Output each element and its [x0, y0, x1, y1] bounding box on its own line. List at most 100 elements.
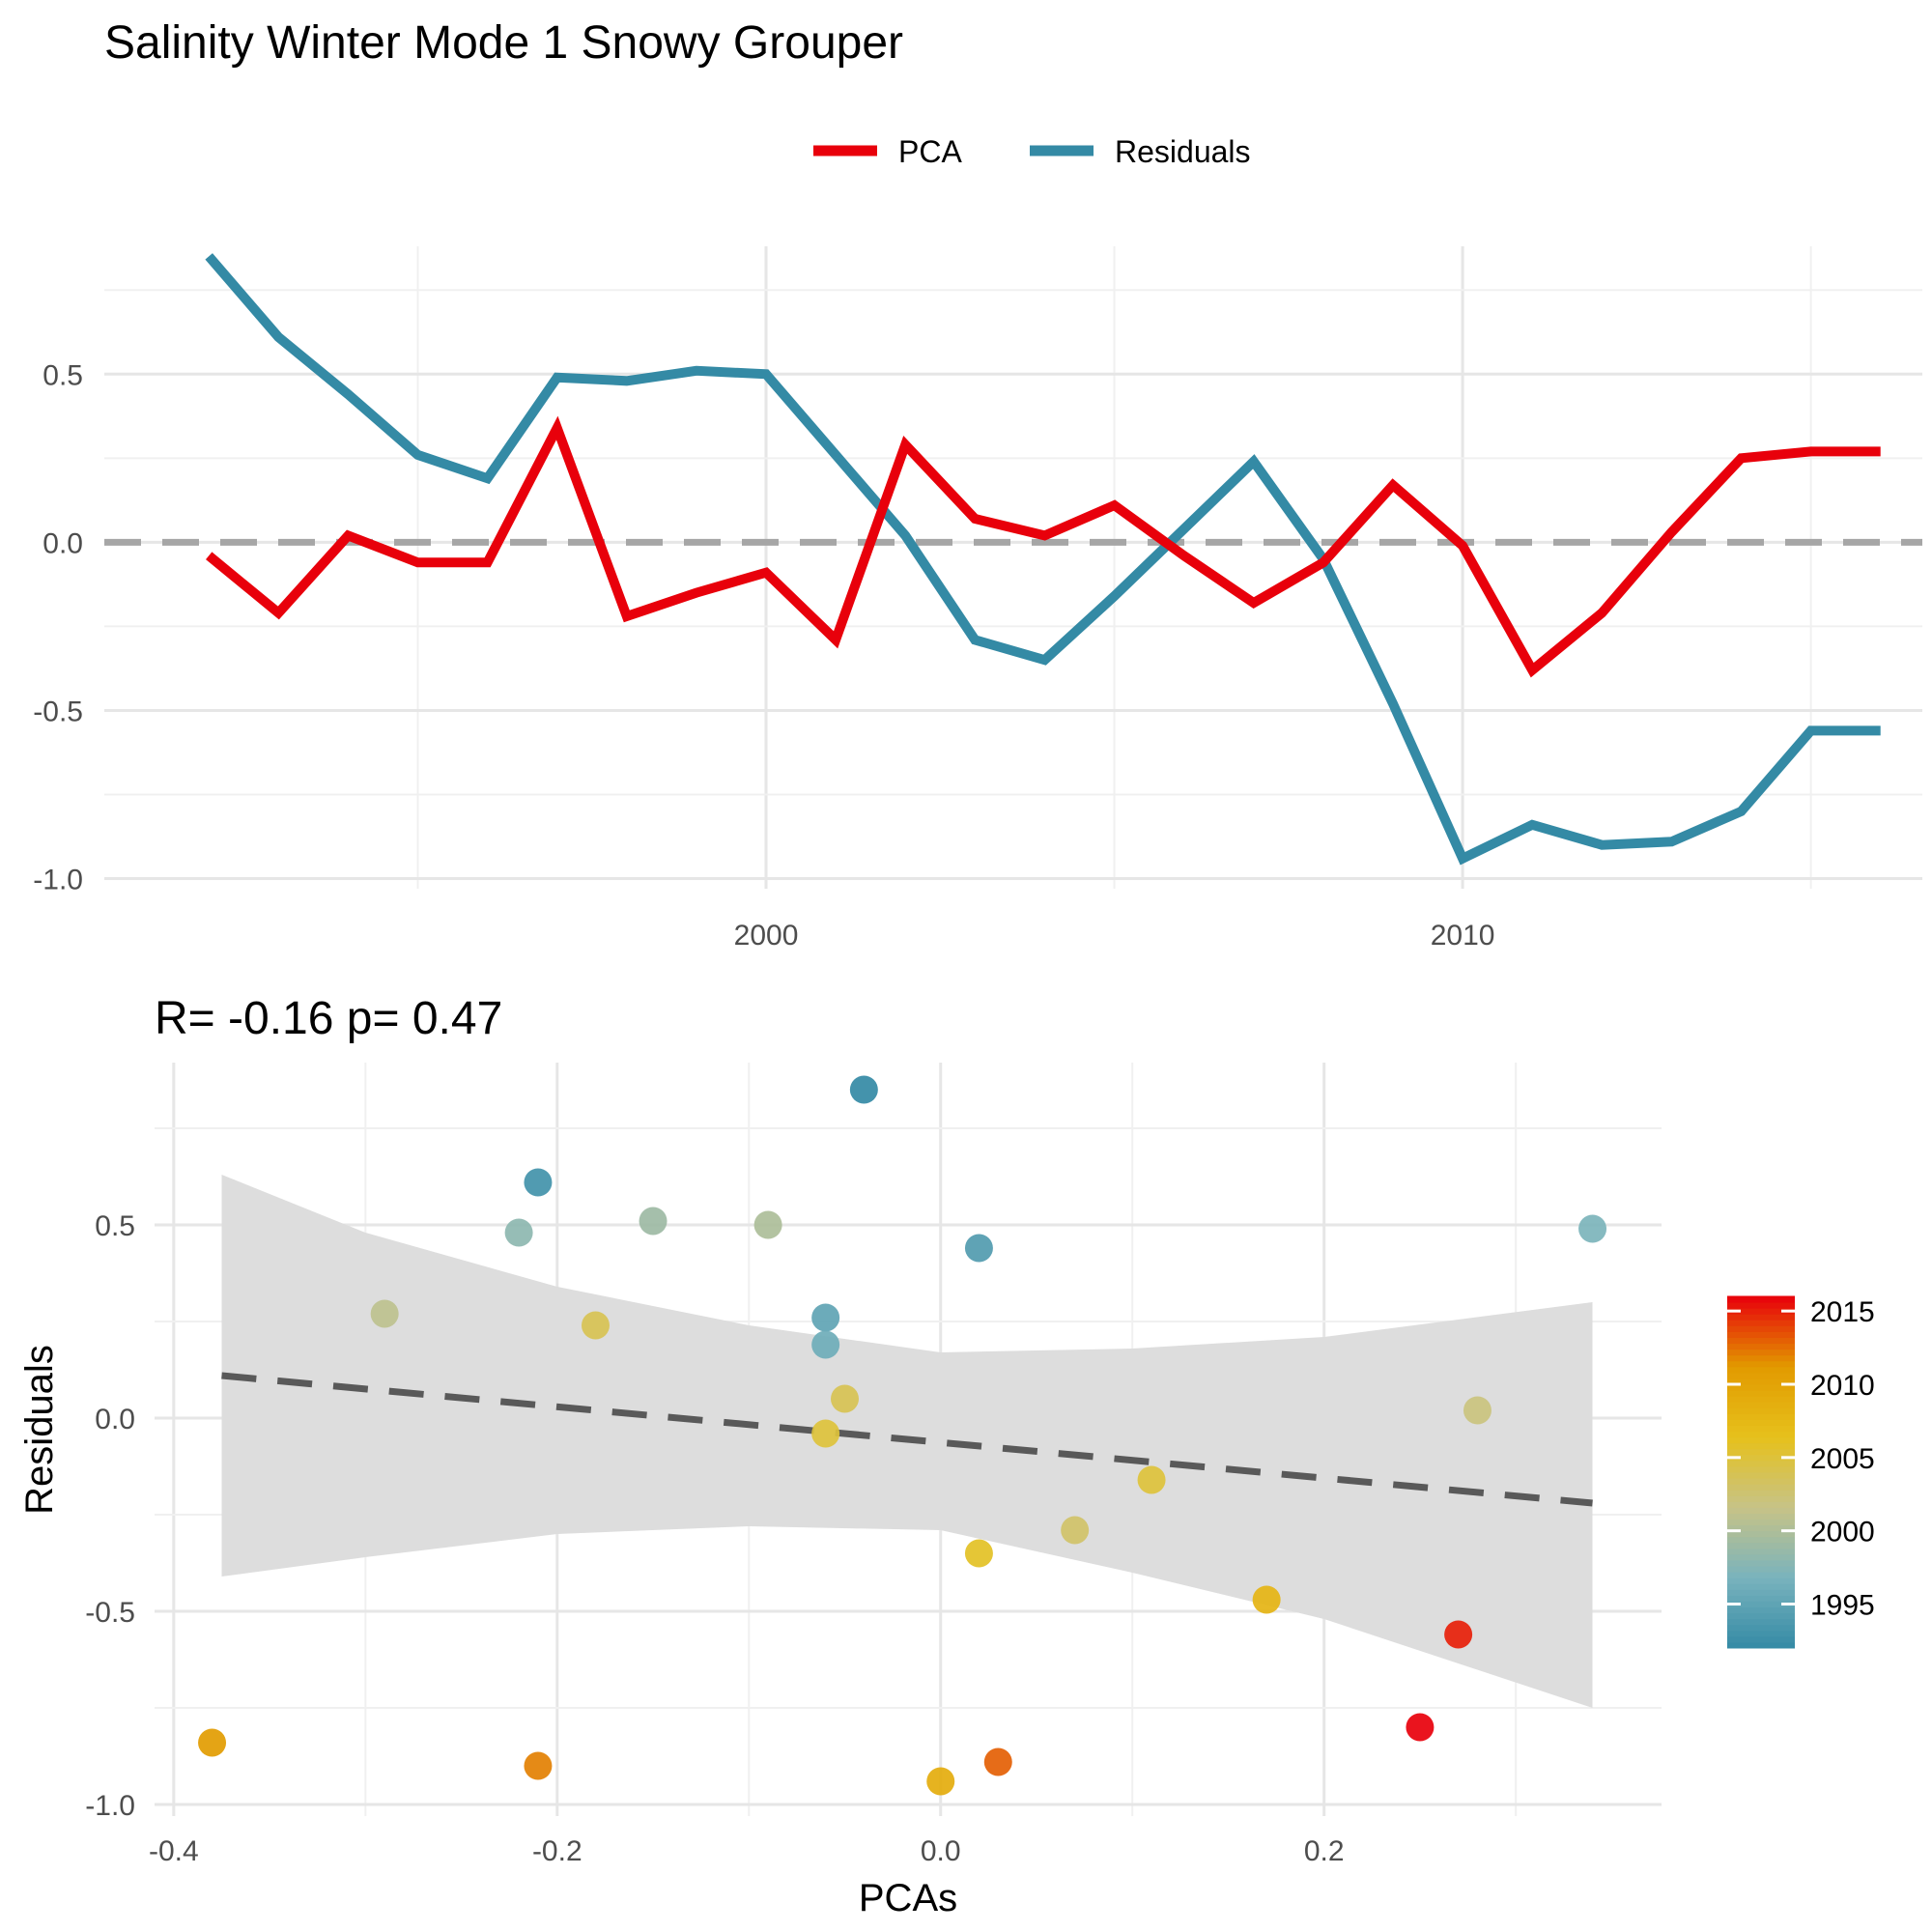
- scatter-point: [524, 1751, 553, 1780]
- scatter-point: [1406, 1713, 1435, 1742]
- scatter-x-tick-label: -0.2: [532, 1835, 582, 1867]
- top-series-lines: [205, 253, 1881, 866]
- scatter-y-tick-label: 0.5: [95, 1210, 135, 1242]
- bottom-scatter-chart: R= -0.16 p= 0.47 0.50.0-0.5-1.0-0.4 -0.2 0…: [18, 993, 1875, 1919]
- colorbar-segment: [1727, 1512, 1795, 1520]
- colorbar-segment: [1727, 1431, 1795, 1438]
- colorbar-segment: [1727, 1389, 1795, 1397]
- scatter-point: [1061, 1516, 1090, 1545]
- colorbar-segment: [1727, 1395, 1795, 1403]
- colorbar-segment: [1727, 1406, 1795, 1414]
- top-line-chart: 0.5 0.0 -0.5 -1.0 2000 2010: [33, 246, 1922, 952]
- colorbar-segment: [1727, 1477, 1795, 1485]
- legend-label-1: Residuals: [1115, 134, 1251, 169]
- colorbar-segment: [1727, 1500, 1795, 1508]
- scatter-y-tick-label: -1.0: [85, 1790, 135, 1822]
- colorbar-segment: [1727, 1418, 1795, 1426]
- scatter-point: [983, 1747, 1012, 1776]
- top-y-tick-label: -1.0: [33, 865, 83, 896]
- colorbar-segment: [1727, 1330, 1795, 1338]
- colorbar-segment: [1727, 1354, 1795, 1362]
- x-axis-title: PCAs: [859, 1877, 957, 1919]
- colorbar-segment: [1727, 1324, 1795, 1332]
- legend: PCA Residuals: [813, 134, 1251, 169]
- top-y-tick-label: -0.5: [33, 696, 83, 727]
- scatter-title: R= -0.16 p= 0.47: [155, 993, 502, 1044]
- colorbar-segment: [1727, 1553, 1795, 1561]
- colorbar-segment: [1727, 1600, 1795, 1608]
- series-line-residuals: [205, 253, 1881, 866]
- trend-line: [221, 1372, 1593, 1507]
- scatter-point: [964, 1539, 993, 1568]
- scatter-point: [1137, 1465, 1166, 1494]
- series-line-pca: [206, 415, 1881, 678]
- colorbar-segment: [1727, 1612, 1795, 1620]
- colorbar-segment: [1727, 1460, 1795, 1467]
- top-x-tick-label: 2000: [734, 920, 799, 952]
- colorbar-segment: [1727, 1349, 1795, 1356]
- scatter-y-tick-label: 0.0: [95, 1404, 135, 1435]
- figure-title: Salinity Winter Mode 1 Snowy Grouper: [104, 17, 903, 69]
- scatter-tick-labels: 0.5 0.0 -0.5 -1.0 -0.4 -0.2 0.0 0.2: [85, 1210, 1344, 1867]
- colorbar-segment: [1727, 1489, 1795, 1496]
- colorbar-segment: [1727, 1436, 1795, 1444]
- colorbar-segment: [1727, 1582, 1795, 1590]
- colorbar-segment: [1727, 1343, 1795, 1350]
- scatter-point: [1463, 1396, 1492, 1425]
- scatter-point: [1252, 1585, 1281, 1614]
- colorbar-segment: [1727, 1519, 1795, 1526]
- y-axis-title: Residuals: [18, 1345, 61, 1515]
- scatter-x-tick-label: 0.0: [921, 1835, 961, 1867]
- colorbar-segment: [1727, 1383, 1795, 1391]
- colorbar-segment: [1727, 1301, 1795, 1309]
- scatter-point: [1444, 1620, 1473, 1649]
- scatter-point: [811, 1303, 840, 1332]
- colorbar-segment: [1727, 1606, 1795, 1614]
- colorbar-segment: [1727, 1313, 1795, 1321]
- scatter-point: [849, 1075, 878, 1104]
- colorbar-segment: [1727, 1424, 1795, 1433]
- colorbar-segment: [1727, 1483, 1795, 1491]
- colorbar-segment: [1727, 1442, 1795, 1450]
- colorbar-segment: [1727, 1542, 1795, 1549]
- scatter-x-tick-label: 0.2: [1304, 1835, 1345, 1867]
- colorbar-segment: [1727, 1412, 1795, 1420]
- scatter-point: [753, 1210, 782, 1239]
- scatter-point: [811, 1419, 840, 1448]
- colorbar-segment: [1727, 1641, 1795, 1649]
- scatter-point: [964, 1234, 993, 1263]
- year-colorbar: 1995 2000 2005 2010 2015: [1727, 1295, 1875, 1649]
- top-x-tick-label: 2010: [1431, 920, 1495, 952]
- scatter-point: [811, 1330, 840, 1359]
- colorbar-segment: [1727, 1630, 1795, 1637]
- colorbar-tick-label: 1995: [1810, 1590, 1875, 1622]
- colorbar-segment: [1727, 1471, 1795, 1479]
- colorbar-segment: [1727, 1378, 1795, 1385]
- colorbar-segment: [1727, 1494, 1795, 1502]
- colorbar-segment: [1727, 1401, 1795, 1408]
- colorbar-segment: [1727, 1295, 1795, 1303]
- scatter-point: [198, 1728, 227, 1757]
- colorbar-tick-label: 2010: [1810, 1370, 1875, 1402]
- colorbar-segment: [1727, 1448, 1795, 1456]
- legend-label-0: PCA: [898, 134, 962, 169]
- colorbar-tick-label: 2015: [1810, 1296, 1875, 1328]
- colorbar-tick-label: 2005: [1810, 1443, 1875, 1475]
- colorbar-segment: [1727, 1594, 1795, 1602]
- colorbar-segment: [1727, 1536, 1795, 1544]
- colorbar-segment: [1727, 1465, 1795, 1473]
- colorbar-segment: [1727, 1454, 1795, 1462]
- colorbar-segment: [1727, 1635, 1795, 1643]
- colorbar-segment: [1727, 1307, 1795, 1315]
- colorbar-segment: [1727, 1577, 1795, 1584]
- scatter-point: [524, 1168, 553, 1197]
- colorbar-tick-label: 2000: [1810, 1517, 1875, 1548]
- colorbar-segment: [1727, 1366, 1795, 1374]
- scatter-point: [926, 1767, 955, 1796]
- colorbar-segment: [1727, 1571, 1795, 1578]
- top-y-tick-label: 0.5: [43, 359, 83, 391]
- colorbar-segment: [1727, 1319, 1795, 1326]
- scatter-point: [831, 1384, 860, 1413]
- scatter-x-tick-label: -0.4: [149, 1835, 199, 1867]
